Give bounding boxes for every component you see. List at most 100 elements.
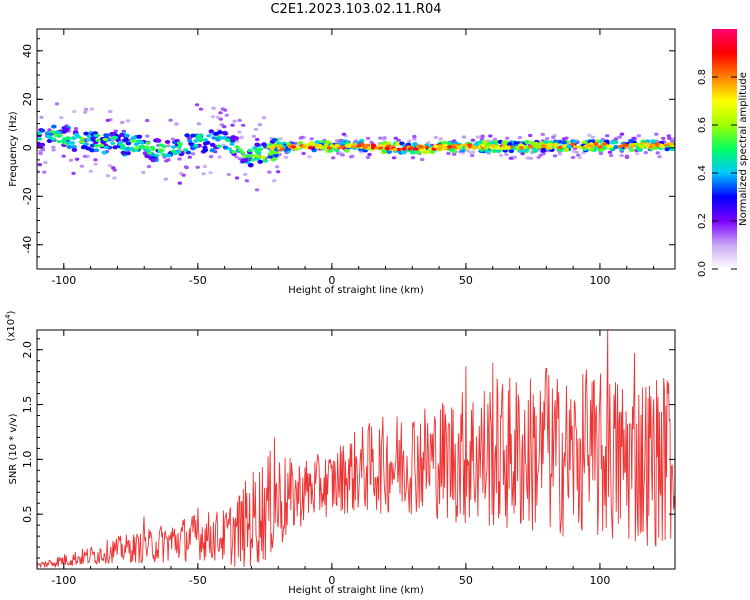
spectral-blob — [71, 136, 77, 141]
spectral-blob — [323, 143, 329, 147]
spectral-blob — [79, 136, 85, 141]
y-tick-label: 2.0 — [21, 341, 34, 359]
spectral-blob — [47, 128, 52, 132]
spectral-blob — [112, 176, 117, 180]
y-scale-exponent: 4 — [4, 314, 12, 319]
spectral-blob — [297, 141, 304, 145]
spectral-blob — [187, 139, 193, 143]
spectral-blob — [251, 134, 257, 138]
spectral-blob — [124, 133, 130, 138]
spectral-blob — [334, 143, 340, 148]
spectral-blob — [74, 157, 80, 161]
spectral-blob — [635, 152, 640, 156]
spectral-blob — [273, 153, 279, 158]
spectral-blob — [242, 158, 249, 163]
spectral-blob — [109, 131, 116, 136]
spectral-blob — [216, 144, 222, 148]
spectral-blob — [257, 123, 262, 127]
spectral-blob — [657, 155, 662, 159]
spectral-blob — [51, 148, 56, 152]
spectral-blob — [202, 164, 208, 169]
x-tick-label: -50 — [189, 274, 207, 287]
spectral-blob — [488, 134, 493, 138]
spectral-blob — [572, 145, 578, 149]
spectral-blob — [593, 142, 599, 147]
spectral-blob — [407, 139, 412, 143]
spectral-blob — [37, 137, 43, 141]
spectral-blob — [188, 141, 194, 146]
spectral-blob — [635, 142, 641, 146]
spectral-blob — [381, 137, 387, 141]
spectral-blob — [301, 144, 307, 149]
spectral-blob — [107, 164, 113, 168]
spectral-blob — [339, 145, 345, 149]
spectral-blob — [237, 148, 243, 152]
spectral-blob — [145, 118, 150, 123]
spectral-blob — [258, 147, 264, 151]
spectral-blob — [547, 142, 553, 147]
x-tick-label: 100 — [589, 274, 610, 287]
y-scale-prefix: (x10 — [6, 319, 17, 342]
spectral-blob — [613, 145, 619, 149]
spectral-blob — [209, 142, 216, 147]
spectral-blob — [145, 141, 151, 145]
spectral-blob — [622, 144, 629, 148]
spectral-blob — [415, 150, 421, 155]
spectral-blob — [195, 134, 201, 138]
spectral-blob — [613, 137, 618, 142]
spectral-blob — [666, 134, 671, 138]
y-tick-label: -40 — [21, 236, 34, 254]
spectral-blob — [437, 146, 443, 151]
spectral-blob — [274, 165, 280, 169]
y-tick-label: 0.5 — [21, 505, 34, 523]
y-tick-label: 40 — [21, 44, 34, 58]
spectral-blob — [438, 137, 443, 141]
spectral-blob — [185, 150, 192, 155]
spectral-blob — [220, 136, 226, 140]
spectral-blob — [557, 145, 563, 150]
bottom-plot-frame — [36, 329, 676, 570]
spectral-blob — [597, 145, 603, 149]
spectral-blob — [654, 142, 660, 146]
spectral-blob — [134, 146, 140, 150]
spectral-blob — [103, 145, 109, 150]
spectral-blob — [193, 144, 199, 148]
spectral-blob — [607, 150, 613, 154]
spectral-blob — [66, 145, 73, 149]
spectral-blob — [89, 143, 96, 148]
spectral-blob — [37, 131, 42, 136]
spectral-blob — [233, 136, 240, 141]
spectral-blob — [217, 155, 222, 159]
spectral-blob — [481, 140, 488, 145]
y-tick-label: 20 — [21, 92, 34, 106]
spectral-blob — [520, 152, 525, 156]
spectral-blob — [98, 143, 105, 148]
spectral-blob — [247, 148, 253, 153]
spectral-blob — [215, 115, 221, 119]
spectral-blob — [267, 170, 272, 174]
spectral-blob — [262, 158, 269, 163]
spectral-blob — [163, 177, 168, 181]
spectral-blob — [327, 148, 334, 153]
spectral-blob — [171, 145, 177, 149]
spectral-blob — [655, 151, 660, 155]
spectral-blob — [664, 147, 670, 152]
spectral-blob — [508, 149, 515, 154]
spectral-blob — [628, 148, 635, 153]
spectral-blob — [93, 158, 98, 162]
spectral-blob — [378, 136, 383, 140]
spectral-blob — [463, 143, 469, 147]
spectral-blob — [241, 123, 246, 127]
spectral-blob — [142, 151, 149, 156]
spectral-blob — [208, 129, 215, 134]
spectral-blob — [53, 133, 59, 137]
spectral-blob — [145, 134, 150, 138]
spectral-blob — [540, 144, 547, 148]
y-tick-label: 1.0 — [21, 451, 34, 469]
spectral-blob — [139, 140, 145, 145]
spectral-blob — [344, 148, 350, 153]
spectral-blob — [82, 154, 88, 158]
x-tick-label: 0 — [328, 574, 335, 587]
spectral-blob — [422, 150, 428, 155]
